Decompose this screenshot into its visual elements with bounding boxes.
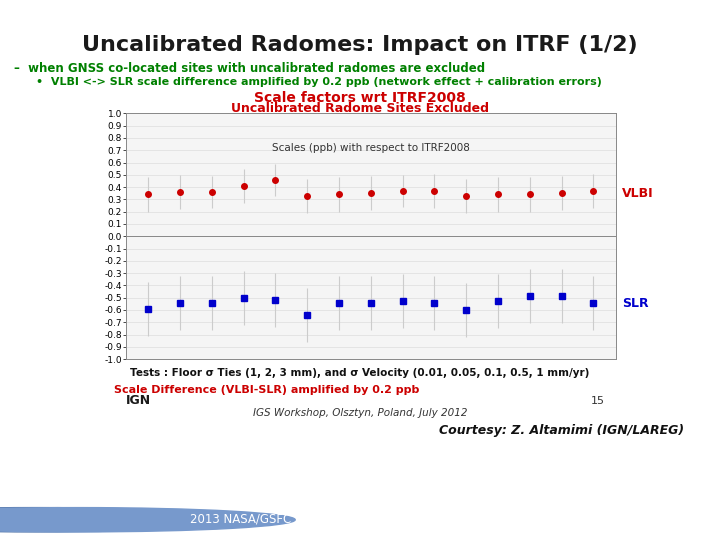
- Text: Tests : Floor σ Ties (1, 2, 3 mm), and σ Velocity (0.01, 0.05, 0.1, 0.5, 1 mm/yr: Tests : Floor σ Ties (1, 2, 3 mm), and σ…: [130, 368, 590, 379]
- Circle shape: [0, 508, 252, 532]
- Text: IGN: IGN: [126, 394, 151, 407]
- Text: •  VLBI <-> SLR scale difference amplified by 0.2 ppb (network effect + calibrat: • VLBI <-> SLR scale difference amplifie…: [36, 77, 602, 87]
- Text: Scale Difference (VLBI-SLR) amplified by 0.2 ppb: Scale Difference (VLBI-SLR) amplified by…: [114, 385, 419, 395]
- Text: Uncalibrated Radomes: Impact on ITRF (1/2): Uncalibrated Radomes: Impact on ITRF (1/…: [82, 35, 638, 55]
- Text: Scale factors wrt ITRF2008: Scale factors wrt ITRF2008: [254, 91, 466, 105]
- Circle shape: [0, 508, 295, 532]
- Text: Courtesy: Z. Altamimi (IGN/LAREG): Courtesy: Z. Altamimi (IGN/LAREG): [439, 424, 684, 437]
- Text: 2013 NASA/GSFC Summer Seminar Series – 12 June 2013: 2013 NASA/GSFC Summer Seminar Series – 1…: [190, 513, 530, 526]
- Text: SLR: SLR: [622, 298, 649, 310]
- Text: 37: 37: [675, 513, 691, 526]
- Text: IGS Workshop, Olsztyn, Poland, July 2012: IGS Workshop, Olsztyn, Poland, July 2012: [253, 408, 467, 418]
- Text: –  when GNSS co-located sites with uncalibrated radomes are excluded: – when GNSS co-located sites with uncali…: [14, 62, 485, 75]
- Text: Scales (ppb) with respect to ITRF2008: Scales (ppb) with respect to ITRF2008: [272, 143, 469, 153]
- Text: Uncalibrated Radome Sites Excluded: Uncalibrated Radome Sites Excluded: [231, 102, 489, 114]
- Text: VLBI: VLBI: [622, 187, 654, 200]
- Text: 15: 15: [590, 396, 604, 406]
